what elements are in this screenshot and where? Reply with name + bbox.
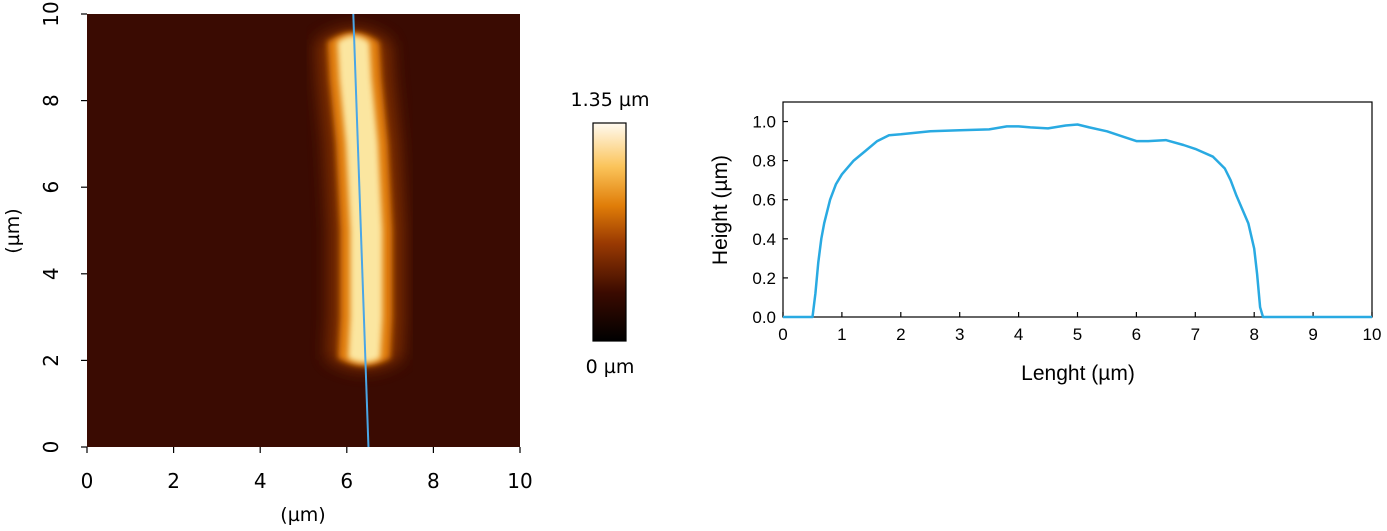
afm-x-ticks: 0 2 4 6 8 10 (81, 447, 533, 493)
afm-y-tick-label: 2 (39, 354, 63, 367)
profile-y-ticks: 0.0 0.2 0.4 0.6 0.8 1.0 (752, 113, 788, 327)
afm-image (87, 14, 520, 447)
profile-x-tick-label: 1 (837, 325, 846, 344)
profile-x-tick-label: 2 (896, 325, 905, 344)
profile-x-axis-label: Lenght (µm) (1021, 362, 1135, 385)
afm-x-axis-label: (µm) (280, 504, 325, 526)
profile-y-axis-label: Height (µm) (709, 155, 732, 265)
profile-x-tick-label: 5 (1073, 325, 1082, 344)
profile-x-tick-label: 6 (1132, 325, 1141, 344)
profile-y-tick-label: 0.8 (752, 152, 776, 171)
profile-y-tick-label: 0.6 (752, 191, 776, 210)
profile-y-tick-label: 0.2 (752, 269, 776, 288)
profile-chart: 0 1 2 3 4 5 6 7 8 9 10 0.0 0.2 0.4 0.6 0.8 1.0 Lenght (… (709, 101, 1381, 385)
profile-plot-frame (782, 101, 1373, 318)
profile-y-tick-label: 0.4 (752, 230, 776, 249)
colorbar-max-label: 1.35 µm (571, 89, 650, 111)
afm-x-tick-label: 0 (81, 469, 94, 493)
profile-x-tick-label: 4 (1014, 325, 1023, 344)
afm-y-tick-label: 4 (39, 267, 63, 280)
afm-background (87, 14, 520, 447)
height-profile-line (783, 123, 1372, 319)
afm-y-tick-label: 10 (39, 1, 63, 26)
afm-y-tick-label: 8 (39, 94, 63, 107)
colorbar-gradient (592, 122, 627, 342)
afm-x-tick-label: 6 (340, 469, 353, 493)
afm-y-tick-label: 0 (39, 441, 63, 454)
profile-x-tick-label: 8 (1249, 325, 1258, 344)
afm-y-axis-label: (µm) (2, 208, 24, 253)
profile-x-ticks: 0 1 2 3 4 5 6 7 8 9 10 (778, 312, 1381, 344)
profile-x-tick-label: 0 (778, 325, 787, 344)
profile-y-tick-label: 0.0 (752, 308, 776, 327)
profile-y-tick-label: 1.0 (752, 113, 776, 132)
profile-x-tick-label: 9 (1308, 325, 1317, 344)
afm-x-tick-label: 8 (427, 469, 440, 493)
afm-y-ticks: 0 2 4 6 8 10 (39, 1, 87, 453)
afm-y-tick-label: 6 (39, 181, 63, 194)
profile-x-tick-label: 3 (955, 325, 964, 344)
afm-x-tick-label: 2 (167, 469, 180, 493)
profile-x-tick-label: 10 (1363, 325, 1382, 344)
profile-line (352, 14, 370, 447)
colorbar: 1.35 µm 0 µm (571, 89, 650, 378)
afm-x-tick-label: 10 (507, 469, 532, 493)
colorbar-min-label: 0 µm (586, 356, 635, 378)
afm-x-tick-label: 4 (254, 469, 267, 493)
profile-x-tick-label: 7 (1191, 325, 1200, 344)
